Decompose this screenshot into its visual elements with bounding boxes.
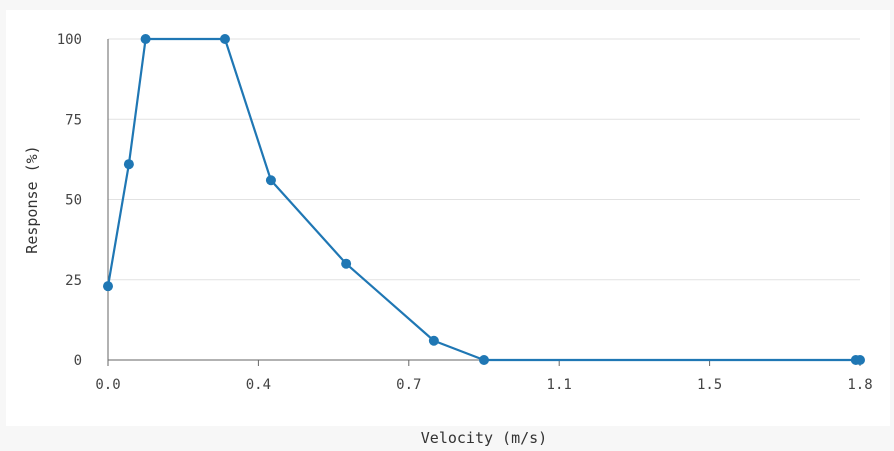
- x-tick-label: 0.7: [396, 377, 421, 393]
- x-tick-label: 1.1: [547, 377, 572, 393]
- data-point: [341, 258, 352, 269]
- data-point: [140, 34, 151, 44]
- x-axis-title: Velocity (m/s): [421, 429, 547, 447]
- data-point: [265, 175, 276, 186]
- y-tick-label: 25: [65, 273, 82, 289]
- y-tick-label: 0: [74, 353, 82, 369]
- data-point: [103, 281, 113, 292]
- x-tick-label: 1.5: [697, 377, 722, 393]
- data-point: [479, 355, 489, 365]
- y-axis-title: Response (%): [23, 145, 41, 253]
- y-tick-label: 100: [57, 32, 82, 48]
- data-point: [855, 355, 865, 365]
- data-point: [123, 159, 134, 170]
- series-layer: [103, 34, 865, 365]
- data-point: [428, 335, 439, 346]
- chart-panel: [6, 10, 890, 426]
- y-tick-label: 50: [65, 193, 82, 209]
- x-tick-label: 0.0: [95, 377, 120, 393]
- tick-labels: 0 25 50 75 100 0.0 0.4 0.7 1.1 1.5 1.8: [57, 32, 873, 393]
- x-tick-label: 1.8: [847, 377, 872, 393]
- x-tick-label: 0.4: [246, 377, 271, 393]
- y-tick-label: 75: [65, 112, 82, 128]
- data-point: [219, 34, 230, 44]
- grid-lines: [108, 38, 860, 281]
- series-line: [106, 37, 860, 362]
